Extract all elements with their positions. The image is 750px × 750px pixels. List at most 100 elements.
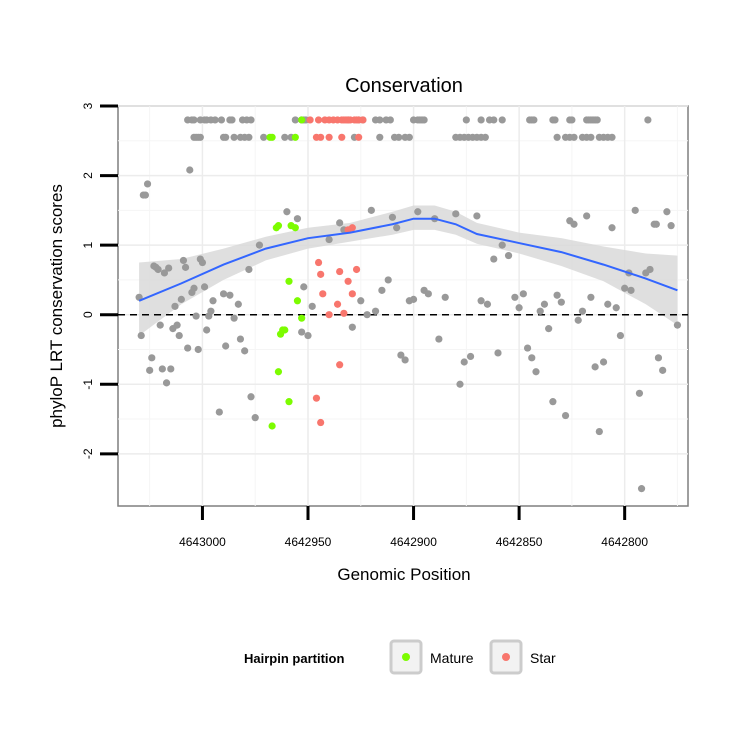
point-other	[663, 208, 671, 216]
point-star	[317, 270, 325, 278]
point-other	[652, 220, 660, 228]
point-other	[388, 213, 397, 221]
point-other	[612, 304, 620, 312]
point-other	[635, 389, 644, 397]
point-other	[395, 133, 403, 141]
point-other	[162, 379, 171, 387]
x-tick-label: 4642950	[285, 535, 332, 549]
point-other	[171, 302, 179, 310]
point-other	[568, 116, 576, 124]
point-other	[217, 116, 226, 124]
point-other	[230, 133, 238, 141]
point-other	[452, 210, 460, 218]
point-other	[481, 133, 489, 141]
point-other	[456, 380, 464, 388]
y-axis-title: phyloP LRT conservation scores	[47, 184, 66, 428]
point-other	[616, 331, 625, 340]
point-other	[167, 365, 175, 373]
point-other	[667, 222, 675, 230]
point-other	[644, 116, 652, 124]
point-star	[348, 290, 356, 298]
point-star	[340, 309, 348, 317]
point-other	[255, 241, 264, 249]
point-other	[234, 300, 242, 308]
point-other	[477, 297, 485, 305]
point-other	[192, 312, 200, 320]
point-other	[441, 293, 449, 301]
point-other	[230, 314, 238, 322]
point-other	[228, 116, 236, 124]
point-other	[515, 304, 523, 312]
point-star	[312, 394, 321, 402]
point-other	[304, 331, 312, 340]
y-tick-label: 3	[81, 102, 95, 109]
point-other	[483, 300, 492, 308]
point-other	[207, 307, 215, 315]
point-other	[549, 398, 557, 406]
point-other	[498, 241, 506, 249]
point-other	[371, 307, 380, 315]
point-other	[376, 116, 384, 124]
point-other	[646, 265, 654, 274]
point-star	[317, 418, 325, 427]
point-other	[490, 116, 498, 124]
point-other	[414, 208, 422, 216]
point-mature	[274, 222, 283, 230]
point-star	[325, 311, 333, 319]
point-other	[336, 219, 344, 227]
point-other	[578, 307, 587, 315]
point-other	[196, 133, 204, 141]
band-area	[139, 205, 678, 336]
point-other	[393, 224, 401, 232]
chart-title: Conservation	[345, 75, 463, 97]
point-mature	[268, 133, 276, 141]
point-mature	[285, 277, 293, 285]
point-other	[466, 352, 475, 361]
point-other	[561, 411, 570, 420]
scatter-points	[135, 116, 682, 493]
point-other	[177, 295, 185, 303]
point-other	[530, 116, 538, 124]
point-mature	[291, 133, 299, 141]
point-other	[587, 133, 595, 141]
point-mature	[276, 330, 285, 338]
point-other	[420, 116, 428, 124]
point-other	[490, 255, 498, 263]
point-star	[352, 265, 361, 274]
point-other	[222, 133, 230, 141]
y-tick-label: -2	[81, 448, 95, 459]
point-star	[348, 224, 356, 232]
point-other	[599, 358, 608, 366]
point-other	[574, 316, 582, 324]
y-tick-label: 1	[81, 241, 95, 248]
point-other	[186, 166, 194, 174]
point-other	[211, 116, 219, 124]
y-tick-label: 0	[81, 311, 95, 318]
point-other	[583, 212, 591, 220]
axes: 4643000 4642950 4642900 4642850 4642800 -2 -1 0…	[81, 102, 648, 549]
point-other	[405, 133, 413, 141]
point-other	[504, 251, 513, 260]
point-other	[173, 321, 181, 329]
point-other	[158, 365, 166, 373]
point-other	[357, 297, 365, 305]
point-other	[190, 116, 198, 124]
legend-dot-mature	[402, 653, 410, 661]
point-other	[141, 191, 150, 199]
point-other	[291, 116, 299, 124]
point-star	[338, 133, 346, 141]
point-other	[424, 290, 432, 298]
point-star	[333, 300, 342, 308]
point-other	[570, 133, 578, 141]
point-other	[477, 116, 485, 124]
point-star	[314, 258, 323, 267]
point-other	[363, 311, 371, 319]
point-other	[222, 342, 230, 350]
point-other	[198, 258, 207, 267]
point-other	[384, 276, 392, 284]
legend-label-mature: Mature	[430, 650, 474, 666]
point-other	[226, 291, 234, 299]
point-star	[359, 116, 367, 124]
point-star	[355, 133, 363, 141]
point-star	[336, 361, 344, 369]
